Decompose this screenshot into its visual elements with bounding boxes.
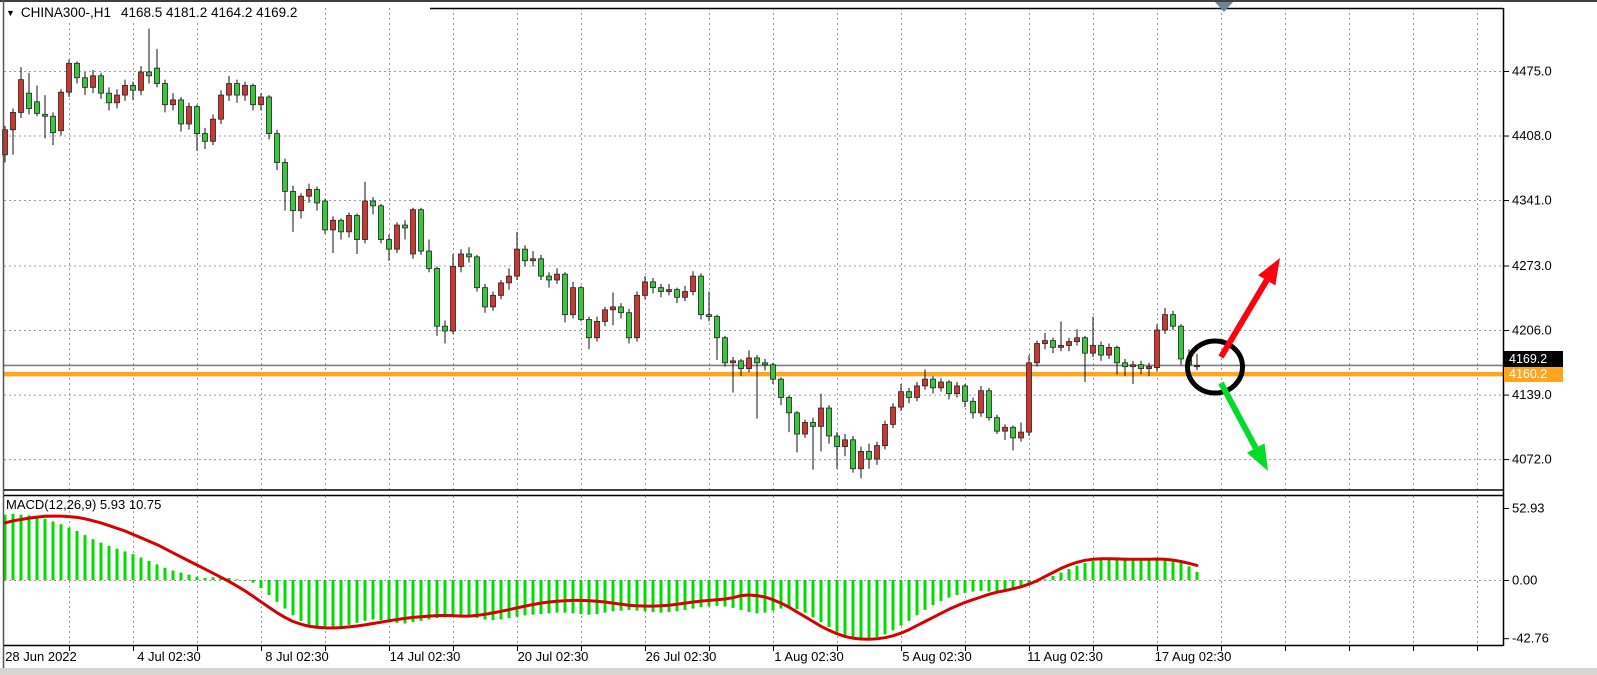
ohlc-values: 4168.5 4181.2 4164.2 4169.2	[120, 5, 298, 20]
bullish-arrow-annotation[interactable]	[1218, 258, 1280, 359]
macd-tick-label: 52.93	[1512, 500, 1545, 515]
autoscroll-marker-icon[interactable]	[1215, 2, 1233, 12]
chart-header: ▼ CHINA300-,H1 4168.5 4181.2 4164.2 4169.2	[6, 4, 304, 22]
price-tick-label: 4475.0	[1512, 64, 1552, 79]
window-bottom-strip	[0, 668, 1597, 675]
symbol-dropdown-icon[interactable]: ▼	[6, 8, 15, 18]
macd-tick-label: 0.00	[1512, 573, 1537, 588]
time-tick-label: 17 Aug 02:30	[1155, 649, 1232, 664]
symbol-period-label: CHINA300-,H1	[20, 5, 111, 20]
time-tick-label: 28 Jun 2022	[5, 649, 77, 664]
time-tick-label: 4 Jul 02:30	[137, 649, 201, 664]
highlight-circle-annotation[interactable]	[1185, 338, 1245, 396]
candlesticks-layer	[2, 28, 1200, 479]
price-tick-label: 4206.0	[1512, 323, 1552, 338]
time-tick-label: 14 Jul 02:30	[390, 649, 461, 664]
macd-signal-line	[3, 514, 1199, 641]
price-tick-label: 4273.0	[1512, 258, 1552, 273]
time-tick-label: 8 Jul 02:30	[265, 649, 329, 664]
time-tick-label: 5 Aug 02:30	[902, 649, 971, 664]
macd-indicator-label: MACD(12,26,9) 5.93 10.75	[6, 497, 162, 512]
time-axis: 28 Jun 2022 4 Jul 02:30 8 Jul 02:30 14 Jul …	[5, 646, 1478, 664]
time-tick-label: 11 Aug 02:30	[1027, 649, 1103, 664]
current-price-badge: 4169.2	[1504, 351, 1563, 367]
time-tick-label: 1 Aug 02:30	[774, 649, 843, 664]
price-tick-label: 4139.0	[1512, 387, 1552, 402]
price-tick-label: 4408.0	[1512, 128, 1552, 143]
hline-price-badge: 4160.2	[1504, 367, 1563, 382]
price-tick-label: 4072.0	[1512, 452, 1552, 467]
macd-histogram	[3, 514, 1199, 640]
macd-tick-label: -42.76	[1512, 631, 1549, 646]
time-tick-label: 20 Jul 02:30	[518, 649, 589, 664]
price-tick-label: 4341.0	[1512, 193, 1552, 208]
price-axis: 4475.0 4408.0 4341.0 4273.0 4206.0 4139.0 4072…	[1503, 64, 1552, 646]
time-tick-label: 26 Jul 02:30	[646, 649, 717, 664]
bearish-arrow-annotation[interactable]	[1218, 381, 1268, 471]
